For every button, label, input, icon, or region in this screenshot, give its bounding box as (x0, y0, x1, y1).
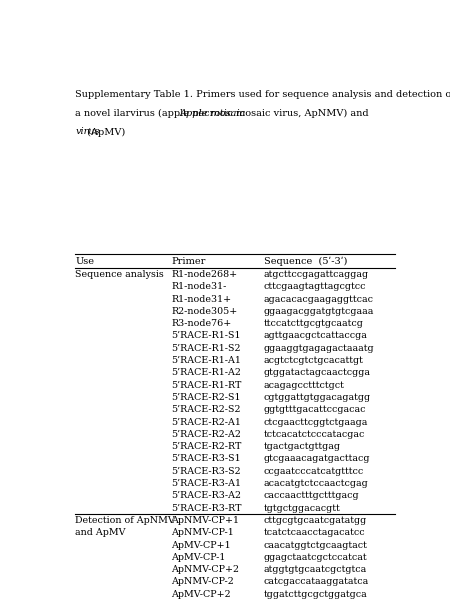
Text: (ApMV): (ApMV) (84, 127, 126, 137)
Text: ttccatcttgcgtgcaatcg: ttccatcttgcgtgcaatcg (264, 319, 364, 328)
Text: gtcgaaacagatgacttacg: gtcgaaacagatgacttacg (264, 454, 370, 463)
Text: ggtgtttgacattccgacac: ggtgtttgacattccgacac (264, 405, 366, 414)
Text: ApMV-CP+2: ApMV-CP+2 (171, 590, 231, 599)
Text: 5’RACE-R3-S1: 5’RACE-R3-S1 (171, 454, 241, 463)
Text: 5’RACE-R2-A1: 5’RACE-R2-A1 (171, 418, 241, 427)
Text: 5’RACE-R3-A2: 5’RACE-R3-A2 (171, 491, 241, 500)
Text: 5’RACE-R2-RT: 5’RACE-R2-RT (171, 442, 242, 451)
Text: atggtgtgcaatcgctgtca: atggtgtgcaatcgctgtca (264, 565, 367, 574)
Text: agttgaacgctcattaccga: agttgaacgctcattaccga (264, 331, 368, 340)
Text: ApNMV-CP-2: ApNMV-CP-2 (171, 577, 234, 586)
Text: and ApMV: and ApMV (76, 528, 126, 537)
Text: gtggatactagcaactcgga: gtggatactagcaactcgga (264, 368, 371, 377)
Text: 5’RACE-R3-A1: 5’RACE-R3-A1 (171, 479, 241, 488)
Text: cgtggattgtggacagatgg: cgtggattgtggacagatgg (264, 393, 371, 402)
Text: Apple mosaic: Apple mosaic (180, 109, 245, 118)
Text: ccgaatcccatcatgtttcc: ccgaatcccatcatgtttcc (264, 467, 364, 476)
Text: R1-node268+: R1-node268+ (171, 270, 238, 279)
Text: 5’RACE-R2-A2: 5’RACE-R2-A2 (171, 430, 241, 439)
Text: R2-node305+: R2-node305+ (171, 307, 238, 316)
Text: acagagcctttctgct: acagagcctttctgct (264, 380, 345, 389)
Text: 5’RACE-R1-S2: 5’RACE-R1-S2 (171, 344, 241, 353)
Text: catcgaccataaggatatca: catcgaccataaggatatca (264, 577, 369, 586)
Text: caacatggtctgcaagtact: caacatggtctgcaagtact (264, 541, 368, 550)
Text: Primer: Primer (171, 257, 206, 266)
Text: 5’RACE-R2-S2: 5’RACE-R2-S2 (171, 405, 241, 414)
Text: ApMV-CP+1: ApMV-CP+1 (171, 541, 231, 550)
Text: 5’RACE-R1-RT: 5’RACE-R1-RT (171, 380, 242, 389)
Text: tggatcttgcgctggatgca: tggatcttgcgctggatgca (264, 590, 368, 599)
Text: Use: Use (76, 257, 94, 266)
Text: ctcgaacttcggtctgaaga: ctcgaacttcggtctgaaga (264, 418, 368, 427)
Text: Supplementary Table 1. Primers used for sequence analysis and detection of: Supplementary Table 1. Primers used for … (76, 91, 450, 100)
Text: ApMV-CP-1: ApMV-CP-1 (171, 553, 226, 562)
Text: a novel ilarvirus (apple necrotic mosaic virus, ApNMV) and: a novel ilarvirus (apple necrotic mosaic… (76, 109, 372, 118)
Text: cttcgaagtagttagcgtcc: cttcgaagtagttagcgtcc (264, 282, 366, 291)
Text: tcatctcaacctagacatcc: tcatctcaacctagacatcc (264, 528, 365, 537)
Text: 5’RACE-R1-S1: 5’RACE-R1-S1 (171, 331, 241, 340)
Text: caccaactttgctttgacg: caccaactttgctttgacg (264, 491, 360, 500)
Text: 5’RACE-R1-A2: 5’RACE-R1-A2 (171, 368, 241, 377)
Text: atgcttccgagattcaggag: atgcttccgagattcaggag (264, 270, 369, 279)
Text: Sequence  (5ʹ-3ʹ): Sequence (5ʹ-3ʹ) (264, 257, 347, 266)
Text: ApNMV-CP-1: ApNMV-CP-1 (171, 528, 234, 537)
Text: ggaagacggatgtgtcgaaa: ggaagacggatgtgtcgaaa (264, 307, 374, 316)
Text: 5’RACE-R1-A1: 5’RACE-R1-A1 (171, 356, 241, 365)
Text: cttgcgtgcaatcgatatgg: cttgcgtgcaatcgatatgg (264, 516, 367, 525)
Text: R3-node76+: R3-node76+ (171, 319, 232, 328)
Text: acacatgtctccaactcgag: acacatgtctccaactcgag (264, 479, 369, 488)
Text: ApNMV-CP+1: ApNMV-CP+1 (171, 516, 239, 525)
Text: Sequence analysis: Sequence analysis (76, 270, 164, 279)
Text: R1-node31+: R1-node31+ (171, 295, 231, 304)
Text: tgactgactgttgag: tgactgactgttgag (264, 442, 341, 451)
Text: R1-node31-: R1-node31- (171, 282, 227, 291)
Text: tctcacatctcccatacgac: tctcacatctcccatacgac (264, 430, 365, 439)
Text: agacacacgaagaggttcac: agacacacgaagaggttcac (264, 295, 374, 304)
Text: ApNMV-CP+2: ApNMV-CP+2 (171, 565, 239, 574)
Text: ggaaggtgagagactaaatg: ggaaggtgagagactaaatg (264, 344, 374, 353)
Text: acgtctcgtctgcacattgt: acgtctcgtctgcacattgt (264, 356, 364, 365)
Text: 5’RACE-R3-RT: 5’RACE-R3-RT (171, 503, 242, 512)
Text: tgtgctggacacgtt: tgtgctggacacgtt (264, 503, 341, 512)
Text: Detection of ApNMV: Detection of ApNMV (76, 516, 175, 525)
Text: ggagctaatcgctccatcat: ggagctaatcgctccatcat (264, 553, 367, 562)
Text: virus: virus (76, 127, 100, 136)
Text: 5’RACE-R2-S1: 5’RACE-R2-S1 (171, 393, 241, 402)
Text: 5’RACE-R3-S2: 5’RACE-R3-S2 (171, 467, 241, 476)
